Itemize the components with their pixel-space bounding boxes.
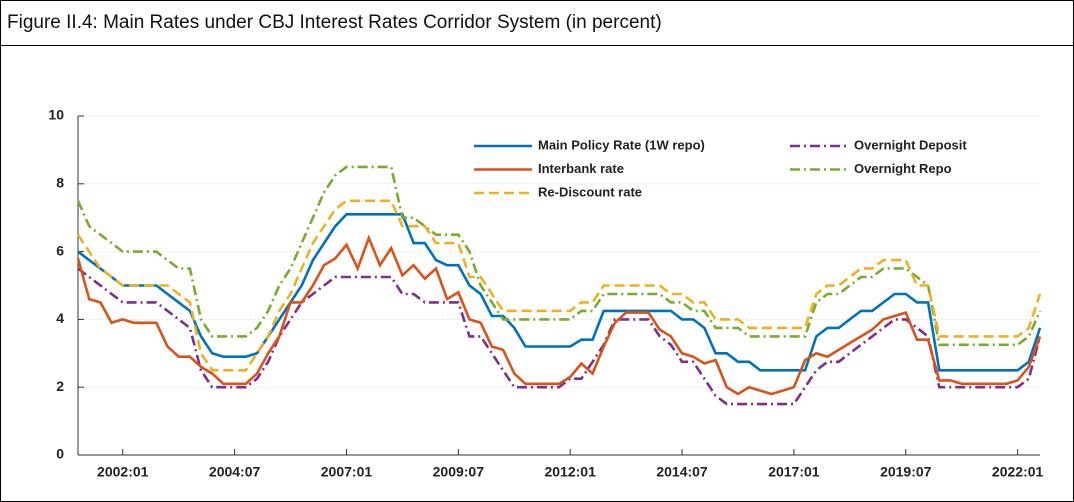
legend-label: Interbank rate <box>538 161 624 176</box>
legend-label: Re-Discount rate <box>538 184 642 199</box>
y-tick-label: 2 <box>56 378 64 394</box>
y-tick-label: 10 <box>48 107 64 123</box>
x-tick-label: 2017:01 <box>768 464 820 480</box>
x-tick-label: 2007:01 <box>321 464 373 480</box>
series-line <box>76 165 1042 347</box>
series-line <box>77 267 1042 406</box>
x-tick-label: 2009:07 <box>433 464 485 480</box>
series-line <box>76 199 1042 372</box>
chart: 0 2 4 6 8 10 2002:01 2004:07 2007:01 2009:07 2012:… <box>48 107 1044 480</box>
legend-label: Overnight Deposit <box>854 137 967 152</box>
series-line <box>77 213 1042 372</box>
x-tick-label: 2014:07 <box>656 464 708 480</box>
legend-label: Main Policy Rate (1W repo) <box>538 137 705 152</box>
x-tick-label: 2002:01 <box>97 464 149 480</box>
x-tick-label: 2022:01 <box>992 464 1044 480</box>
y-tick-label: 8 <box>56 175 64 191</box>
chart-title: Figure II.4: Main Rates under CBJ Intere… <box>1 1 1073 46</box>
y-tick-label: 4 <box>56 310 64 326</box>
y-tick-label: 0 <box>56 446 64 462</box>
x-tick-label: 2019:07 <box>880 464 932 480</box>
x-tick-label: 2012:01 <box>544 464 596 480</box>
x-tick-label: 2004:07 <box>209 464 261 480</box>
legend-label: Overnight Repo <box>854 161 952 176</box>
series-line <box>76 234 1042 396</box>
y-tick-label: 6 <box>56 242 64 258</box>
